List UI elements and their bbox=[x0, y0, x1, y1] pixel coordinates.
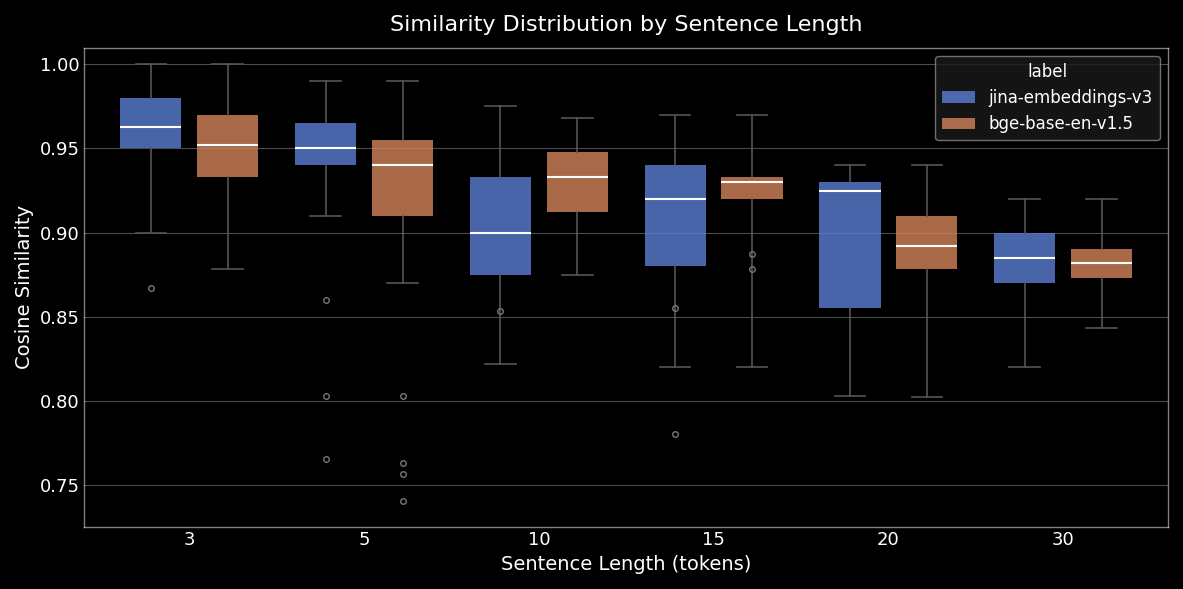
PathPatch shape bbox=[121, 98, 181, 148]
PathPatch shape bbox=[820, 182, 880, 308]
PathPatch shape bbox=[547, 152, 608, 213]
PathPatch shape bbox=[645, 166, 706, 266]
PathPatch shape bbox=[198, 115, 258, 177]
Legend: jina-embeddings-v3, bge-base-en-v1.5: jina-embeddings-v3, bge-base-en-v1.5 bbox=[936, 56, 1159, 140]
PathPatch shape bbox=[1071, 249, 1132, 278]
X-axis label: Sentence Length (tokens): Sentence Length (tokens) bbox=[502, 555, 751, 574]
PathPatch shape bbox=[371, 140, 433, 216]
PathPatch shape bbox=[470, 177, 531, 274]
PathPatch shape bbox=[994, 233, 1055, 283]
PathPatch shape bbox=[722, 177, 783, 199]
PathPatch shape bbox=[295, 123, 356, 166]
Y-axis label: Cosine Similarity: Cosine Similarity bbox=[15, 205, 34, 369]
Title: Similarity Distribution by Sentence Length: Similarity Distribution by Sentence Leng… bbox=[390, 15, 862, 35]
PathPatch shape bbox=[897, 216, 957, 270]
